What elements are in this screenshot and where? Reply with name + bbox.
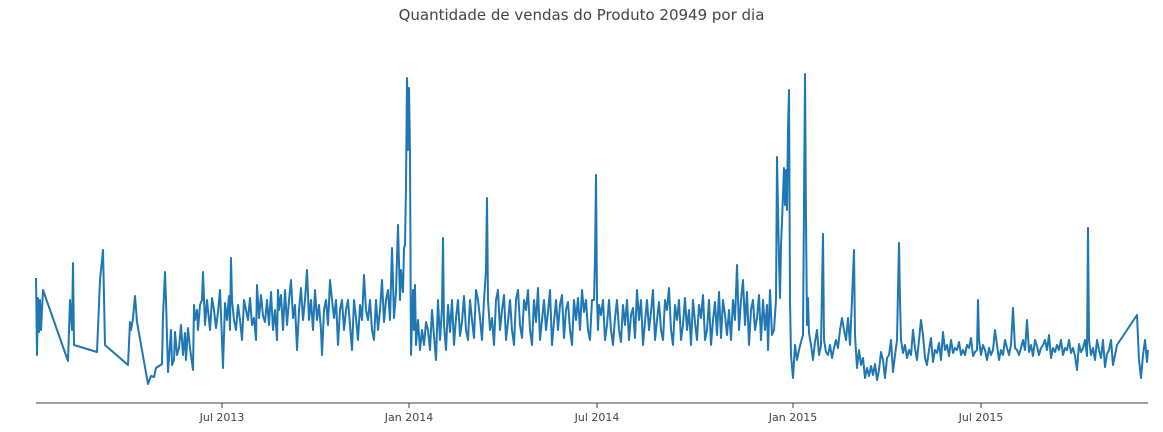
sales-line xyxy=(35,73,1149,385)
sales-series-line xyxy=(35,73,1149,385)
chart-title: Quantidade de vendas do Produto 20949 po… xyxy=(398,6,765,24)
x-tick-label: Jul 2014 xyxy=(574,411,620,424)
x-tick-label: Jul 2013 xyxy=(199,411,245,424)
x-tick-label: Jan 2015 xyxy=(768,411,817,424)
x-axis-ticks: Jul 2013 Jan 2014 Jul 2014 Jan 2015 Jul 2015 xyxy=(199,403,1004,424)
x-tick-label: Jan 2014 xyxy=(384,411,433,424)
x-tick-label: Jul 2015 xyxy=(958,411,1004,424)
